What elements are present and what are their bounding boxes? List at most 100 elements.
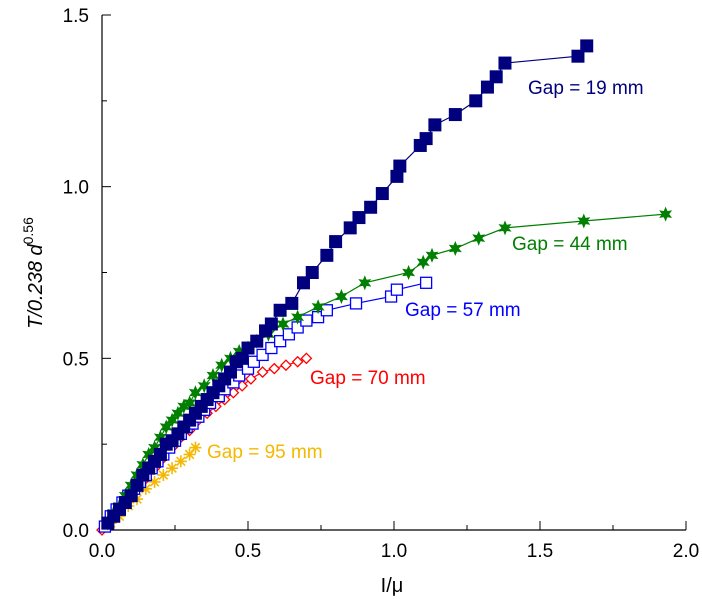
data-point — [142, 447, 156, 462]
data-point — [393, 159, 407, 173]
data-point — [375, 187, 389, 201]
data-point — [416, 254, 430, 270]
data-point — [265, 341, 278, 355]
y-axis-label: T/0.238 d0.56 — [20, 217, 47, 329]
data-point — [300, 352, 313, 365]
y-tick-label: 0.0 — [63, 521, 89, 542]
series-label-gap-19: Gap = 19 mm — [528, 78, 644, 99]
data-point — [577, 213, 591, 229]
data-point — [334, 289, 348, 304]
data-point — [419, 276, 433, 289]
data-point — [349, 297, 363, 310]
series-layer — [96, 39, 673, 536]
y-tick-label: 0.5 — [63, 349, 89, 370]
y-tick-label: 1.5 — [63, 6, 89, 27]
data-point — [352, 211, 366, 225]
data-point — [280, 359, 292, 372]
data-point — [148, 440, 162, 456]
series-label-gap-57: Gap = 57 mm — [405, 300, 521, 321]
data-point — [282, 328, 296, 341]
data-point — [157, 469, 170, 482]
data-point — [300, 314, 313, 327]
y-tick-label: 1.0 — [63, 178, 89, 199]
series-3 — [98, 276, 433, 533]
data-point — [235, 351, 249, 365]
data-point — [428, 118, 442, 132]
data-point — [174, 455, 187, 468]
data-point — [469, 94, 483, 108]
data-point — [580, 39, 594, 53]
data-point — [291, 355, 304, 368]
x-tick-label: 1.5 — [527, 541, 553, 562]
data-point — [256, 366, 269, 378]
x-tick-label: 1.0 — [381, 541, 407, 562]
data-point — [206, 368, 220, 383]
data-point — [188, 385, 202, 401]
data-point — [245, 373, 257, 385]
data-point — [343, 221, 357, 235]
data-point — [153, 429, 167, 445]
data-point — [223, 365, 237, 379]
x-tick-label: 2.0 — [673, 541, 699, 562]
data-point — [232, 344, 246, 359]
asterisk-stroke — [190, 442, 201, 453]
data-point — [273, 335, 287, 348]
data-point — [425, 247, 439, 263]
data-point — [390, 169, 404, 183]
data-point — [215, 357, 229, 373]
data-point — [311, 299, 325, 315]
data-point — [498, 56, 512, 70]
svg-text:T/0.238 d0.56: T/0.238 d0.56 — [20, 217, 47, 329]
data-point — [268, 362, 281, 375]
data-point — [419, 132, 433, 146]
data-point — [166, 462, 179, 475]
data-point — [285, 296, 299, 310]
data-point — [171, 405, 185, 421]
data-point — [402, 265, 416, 280]
asterisk-stroke — [167, 463, 177, 474]
data-point — [276, 316, 290, 332]
data-point — [364, 200, 378, 214]
axis-ticks: 0.0 0.5 1.0 1.5 2.0 0.0 0.5 1.0 1.5 — [63, 6, 700, 562]
data-point — [153, 447, 167, 461]
asterisk-stroke — [176, 456, 186, 467]
data-point — [124, 489, 138, 503]
data-point — [498, 220, 512, 236]
data-point — [390, 283, 404, 296]
x-tick-label: 0.5 — [235, 541, 261, 562]
data-point — [472, 230, 486, 246]
data-point — [320, 248, 334, 262]
data-point — [480, 80, 494, 94]
data-point — [291, 309, 305, 325]
asterisk-stroke — [158, 470, 169, 480]
data-point — [305, 266, 319, 279]
x-axis-label: I/μ — [381, 575, 404, 597]
data-point — [320, 304, 333, 317]
y-axis-label-main: T/0.238 d — [25, 244, 47, 329]
data-point — [197, 378, 211, 394]
data-point — [130, 478, 144, 492]
series-line — [107, 45, 588, 524]
data-point — [165, 412, 179, 428]
series-label-gap-95: Gap = 95 mm — [207, 442, 323, 463]
data-point — [273, 303, 287, 317]
data-point — [448, 241, 462, 256]
asterisk-stroke — [149, 477, 160, 487]
data-point — [571, 49, 585, 63]
data-point — [264, 317, 278, 331]
data-point — [329, 235, 343, 249]
data-point — [296, 276, 310, 290]
series-label-gap-70: Gap = 70 mm — [310, 368, 426, 389]
y-axis-label-exponent: 0.56 — [20, 217, 36, 244]
x-tick-label: 0.0 — [89, 541, 115, 562]
data-point — [358, 275, 372, 291]
data-point — [183, 395, 197, 411]
series-1 — [101, 39, 594, 530]
data-point — [256, 348, 269, 362]
data-point — [659, 206, 673, 222]
data-point — [250, 334, 264, 348]
data-point — [189, 441, 202, 454]
data-point — [159, 419, 173, 435]
data-point — [448, 108, 462, 122]
